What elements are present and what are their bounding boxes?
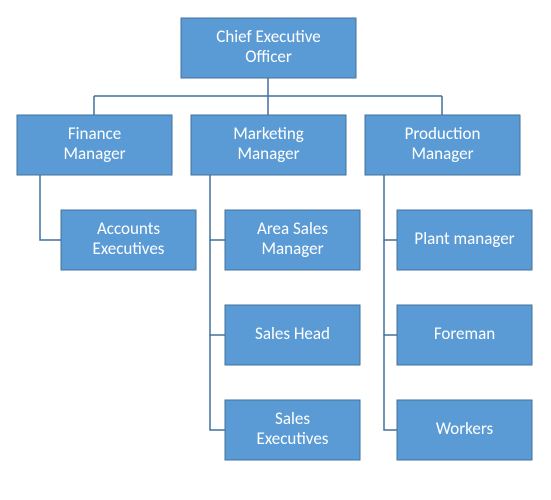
node-accounts-executives-label-line-0: Accounts — [97, 218, 160, 239]
node-ceo-label-line-0: Chief Executive — [216, 26, 320, 47]
node-sales-executives-label-line-1: Executives — [257, 428, 329, 449]
node-workers: Workers — [397, 400, 532, 460]
connector — [210, 240, 225, 335]
node-marketing-manager-label-line-1: Manager — [238, 143, 300, 164]
node-plant-manager-label-line-0: Plant manager — [414, 228, 514, 249]
connector — [384, 175, 397, 240]
node-production-manager-label-line-0: Production — [405, 123, 481, 144]
node-area-sales-manager-label-line-1: Manager — [262, 238, 324, 259]
connector — [384, 240, 397, 335]
org-chart: Chief ExecutiveOfficerFinanceManagerMark… — [0, 0, 551, 500]
node-sales-executives-label-line-0: Sales — [275, 408, 310, 429]
connector — [384, 335, 397, 430]
connector — [210, 335, 225, 430]
node-marketing-manager: MarketingManager — [191, 115, 346, 175]
node-marketing-manager-label-line-0: Marketing — [233, 123, 304, 144]
node-accounts-executives: AccountsExecutives — [61, 210, 196, 270]
node-finance-manager-label-line-0: Finance — [68, 123, 121, 144]
node-accounts-executives-label-line-1: Executives — [93, 238, 165, 259]
node-sales-executives: SalesExecutives — [225, 400, 360, 460]
node-sales-head-label-line-0: Sales Head — [255, 323, 330, 344]
node-area-sales-manager: Area SalesManager — [225, 210, 360, 270]
node-foreman: Foreman — [397, 305, 532, 365]
node-sales-head: Sales Head — [225, 305, 360, 365]
connector — [210, 175, 225, 240]
node-workers-label-line-0: Workers — [436, 418, 494, 439]
node-ceo: Chief ExecutiveOfficer — [181, 18, 356, 78]
node-area-sales-manager-label-line-0: Area Sales — [257, 218, 328, 239]
node-plant-manager: Plant manager — [397, 210, 532, 270]
node-finance-manager: FinanceManager — [17, 115, 172, 175]
node-production-manager-label-line-1: Manager — [412, 143, 474, 164]
connector — [40, 175, 61, 240]
node-foreman-label-line-0: Foreman — [434, 323, 495, 344]
node-production-manager: ProductionManager — [365, 115, 520, 175]
node-ceo-label-line-1: Officer — [245, 46, 292, 67]
node-finance-manager-label-line-1: Manager — [64, 143, 126, 164]
